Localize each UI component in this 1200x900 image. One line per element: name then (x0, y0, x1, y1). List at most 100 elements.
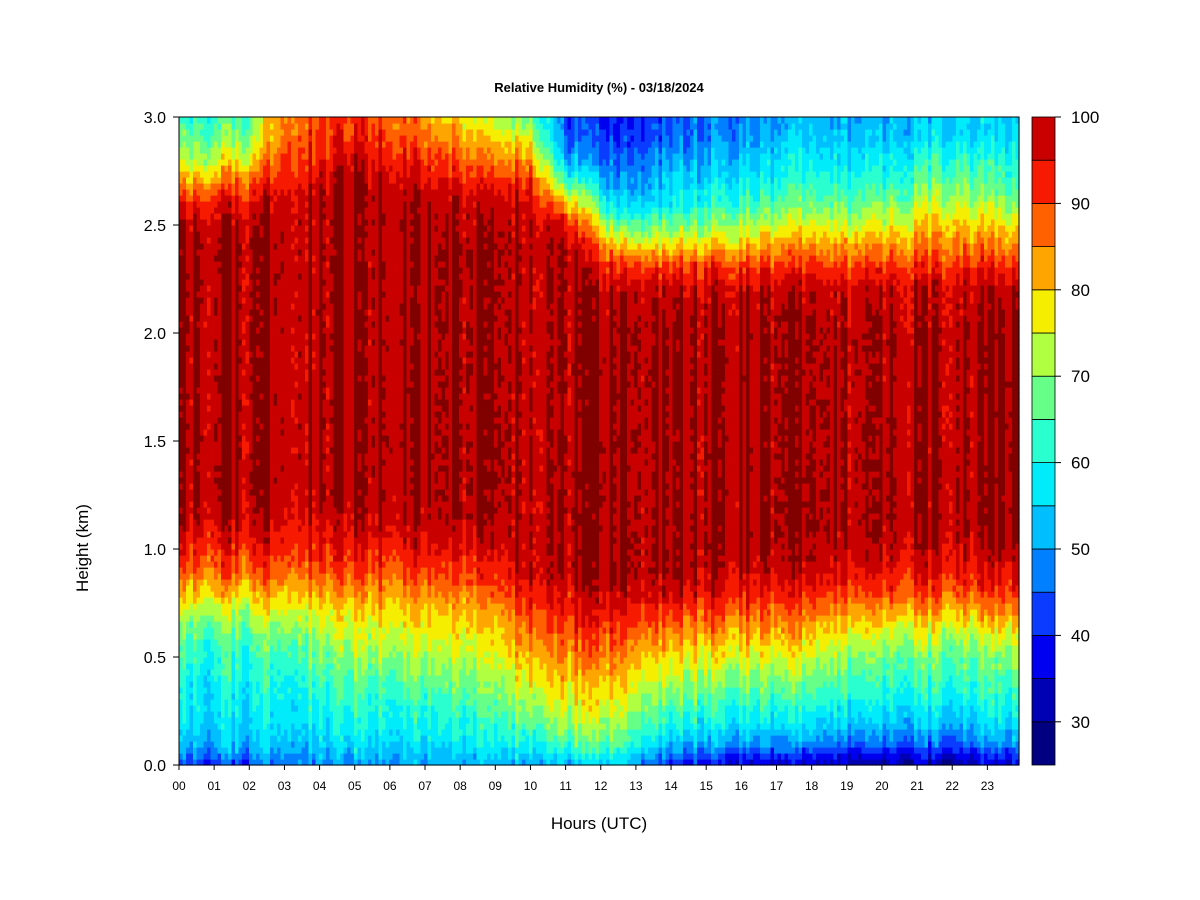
heatmap-cell (316, 321, 320, 328)
heatmap-cell (225, 639, 229, 646)
heatmap-cell (291, 747, 295, 754)
heatmap-cell (242, 447, 246, 454)
heatmap-cell (246, 213, 250, 220)
heatmap-cell (211, 147, 215, 154)
heatmap-cell (183, 327, 187, 334)
heatmap-cell (295, 615, 299, 622)
heatmap-cell (333, 393, 337, 400)
heatmap-cell (232, 195, 236, 202)
heatmap-cell (270, 279, 274, 286)
heatmap-cell (207, 279, 211, 286)
heatmap-cell (179, 477, 183, 484)
heatmap-cell (190, 285, 194, 292)
heatmap-cell (253, 399, 257, 406)
heatmap-cell (288, 537, 292, 544)
heatmap-cell (214, 549, 218, 556)
heatmap-cell (326, 561, 330, 568)
heatmap-cell (330, 387, 334, 394)
heatmap-cell (207, 273, 211, 280)
heatmap-cell (214, 639, 218, 646)
heatmap-cell (298, 555, 302, 562)
heatmap-cell (214, 195, 218, 202)
heatmap-cell (256, 423, 260, 430)
heatmap-cell (330, 285, 334, 292)
heatmap-cell (333, 729, 337, 736)
heatmap-cell (249, 663, 253, 670)
heatmap-cell (249, 261, 253, 268)
heatmap-cell (330, 591, 334, 598)
heatmap-cell (267, 321, 271, 328)
heatmap-cell (225, 687, 229, 694)
heatmap-cell (221, 669, 225, 676)
heatmap-cell (302, 573, 306, 580)
heatmap-cell (333, 675, 337, 682)
heatmap-cell (190, 315, 194, 322)
heatmap-cell (260, 207, 264, 214)
heatmap-cell (337, 321, 341, 328)
heatmap-cell (260, 723, 264, 730)
heatmap-cell (319, 357, 323, 364)
heatmap-cell (288, 747, 292, 754)
heatmap-cell (197, 411, 201, 418)
heatmap-cell (340, 627, 344, 634)
heatmap-cell (214, 477, 218, 484)
heatmap-cell (316, 435, 320, 442)
heatmap-cell (193, 567, 197, 574)
heatmap-cell (263, 645, 267, 652)
heatmap-cell (295, 549, 299, 556)
heatmap-cell (200, 351, 204, 358)
heatmap-cell (312, 669, 316, 676)
heatmap-cell (288, 633, 292, 640)
heatmap-cell (190, 159, 194, 166)
heatmap-cell (218, 687, 222, 694)
heatmap-cell (298, 597, 302, 604)
heatmap-cell (309, 411, 313, 418)
heatmap-cell (253, 735, 257, 742)
heatmap-cell (330, 711, 334, 718)
heatmap-cell (256, 627, 260, 634)
heatmap-cell (295, 693, 299, 700)
heatmap-cell (225, 561, 229, 568)
heatmap-cell (235, 207, 239, 214)
heatmap-cell (319, 573, 323, 580)
heatmap-cell (277, 627, 281, 634)
heatmap-cell (284, 165, 288, 172)
heatmap-cell (221, 381, 225, 388)
heatmap-cell (242, 459, 246, 466)
heatmap-cell (214, 735, 218, 742)
heatmap-cell (204, 333, 208, 340)
heatmap-cell (277, 195, 281, 202)
heatmap-cell (263, 531, 267, 538)
heatmap-cell (326, 381, 330, 388)
heatmap-cell (281, 441, 285, 448)
heatmap-cell (267, 459, 271, 466)
heatmap-cell (239, 483, 243, 490)
heatmap-cell (337, 525, 341, 532)
heatmap-cell (256, 405, 260, 412)
heatmap-cell (295, 339, 299, 346)
heatmap-cell (225, 657, 229, 664)
heatmap-cell (326, 423, 330, 430)
heatmap-cell (256, 249, 260, 256)
heatmap-cell (186, 633, 190, 640)
heatmap-cell (302, 651, 306, 658)
heatmap-cell (312, 363, 316, 370)
heatmap-cell (260, 261, 264, 268)
heatmap-cell (330, 639, 334, 646)
heatmap-cell (326, 483, 330, 490)
heatmap-cell (333, 459, 337, 466)
heatmap-cell (291, 513, 295, 520)
heatmap-cell (302, 255, 306, 262)
heatmap-cell (218, 147, 222, 154)
heatmap-cell (221, 471, 225, 478)
heatmap-cell (260, 279, 264, 286)
heatmap-cell (298, 471, 302, 478)
heatmap-cell (256, 651, 260, 658)
heatmap-cell (267, 675, 271, 682)
heatmap-cell (179, 579, 183, 586)
heatmap-cell (302, 633, 306, 640)
heatmap-cell (281, 543, 285, 550)
heatmap-cell (228, 423, 232, 430)
heatmap-cell (337, 495, 341, 502)
heatmap-cell (214, 585, 218, 592)
